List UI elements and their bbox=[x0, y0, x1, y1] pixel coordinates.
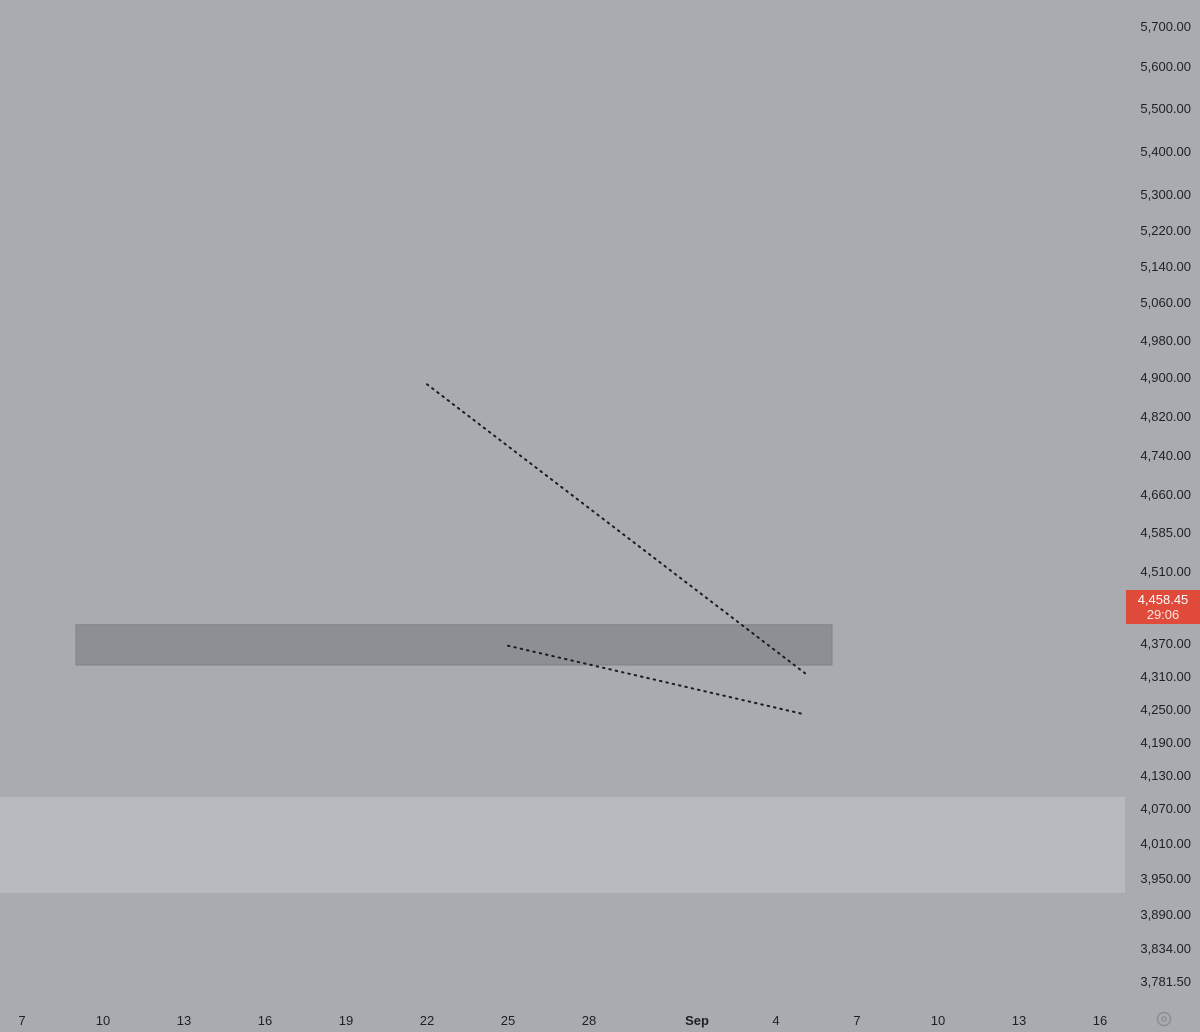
y-tick-label: 4,820.00 bbox=[1140, 409, 1191, 424]
x-tick-label: 16 bbox=[1093, 1013, 1107, 1028]
y-tick-label: 4,510.00 bbox=[1140, 564, 1191, 579]
y-tick-label: 5,220.00 bbox=[1140, 223, 1191, 238]
zones-layer bbox=[0, 624, 1125, 893]
x-tick-label: 16 bbox=[258, 1013, 272, 1028]
lower-trendline bbox=[507, 644, 806, 716]
x-tick-label: 25 bbox=[501, 1013, 515, 1028]
time-axis[interactable]: 7 10 13 16 19 22 25 28 Sep 4 7 10 13 16 bbox=[18, 1013, 1107, 1028]
y-tick-label: 3,834.00 bbox=[1140, 941, 1191, 956]
upper-trendline bbox=[426, 383, 806, 675]
x-tick-label: 7 bbox=[853, 1013, 860, 1028]
candle-countdown: 29:06 bbox=[1146, 607, 1180, 622]
y-tick-label: 3,781.50 bbox=[1140, 974, 1191, 989]
y-tick-label: 4,900.00 bbox=[1140, 370, 1191, 385]
y-tick-label: 5,300.00 bbox=[1140, 187, 1191, 202]
x-tick-label: 10 bbox=[96, 1013, 110, 1028]
y-tick-label: 5,600.00 bbox=[1140, 59, 1191, 74]
price-axis[interactable]: 5,700.00 5,600.00 5,500.00 5,400.00 5,300.00… bbox=[1140, 19, 1191, 989]
resistance-zone bbox=[75, 624, 833, 666]
y-tick-label: 4,740.00 bbox=[1140, 448, 1191, 463]
y-tick-label: 4,190.00 bbox=[1140, 735, 1191, 750]
current-price-label: 4,458.45 29:06 bbox=[1126, 590, 1200, 624]
y-tick-label: 4,660.00 bbox=[1140, 487, 1191, 502]
y-tick-label: 5,500.00 bbox=[1140, 101, 1191, 116]
y-tick-label: 4,310.00 bbox=[1140, 669, 1191, 684]
y-tick-label: 5,140.00 bbox=[1140, 259, 1191, 274]
x-tick-label: 28 bbox=[582, 1013, 596, 1028]
y-tick-label: 4,130.00 bbox=[1140, 768, 1191, 783]
y-tick-label: 3,950.00 bbox=[1140, 871, 1191, 886]
x-tick-label: 19 bbox=[339, 1013, 353, 1028]
trendlines-layer bbox=[426, 383, 806, 716]
y-tick-label: 4,250.00 bbox=[1140, 702, 1191, 717]
x-tick-label: 10 bbox=[931, 1013, 945, 1028]
settings-gear-icon[interactable] bbox=[1156, 1011, 1172, 1027]
y-tick-label: 5,060.00 bbox=[1140, 295, 1191, 310]
y-tick-label: 5,400.00 bbox=[1140, 144, 1191, 159]
x-tick-label: 13 bbox=[1012, 1013, 1026, 1028]
support-zone bbox=[0, 796, 1125, 893]
x-tick-label: 13 bbox=[177, 1013, 191, 1028]
x-tick-label: Sep bbox=[685, 1013, 709, 1028]
x-tick-label: 22 bbox=[420, 1013, 434, 1028]
y-tick-label: 4,370.00 bbox=[1140, 636, 1191, 651]
x-tick-label: 4 bbox=[772, 1013, 779, 1028]
y-tick-label: 5,700.00 bbox=[1140, 19, 1191, 34]
current-price-value: 4,458.45 bbox=[1137, 592, 1189, 607]
y-tick-label: 4,585.00 bbox=[1140, 525, 1191, 540]
x-tick-label: 7 bbox=[18, 1013, 25, 1028]
y-tick-label: 4,010.00 bbox=[1140, 836, 1191, 851]
y-tick-label: 3,890.00 bbox=[1140, 907, 1191, 922]
y-tick-label: 4,980.00 bbox=[1140, 333, 1191, 348]
y-tick-label: 4,070.00 bbox=[1140, 801, 1191, 816]
